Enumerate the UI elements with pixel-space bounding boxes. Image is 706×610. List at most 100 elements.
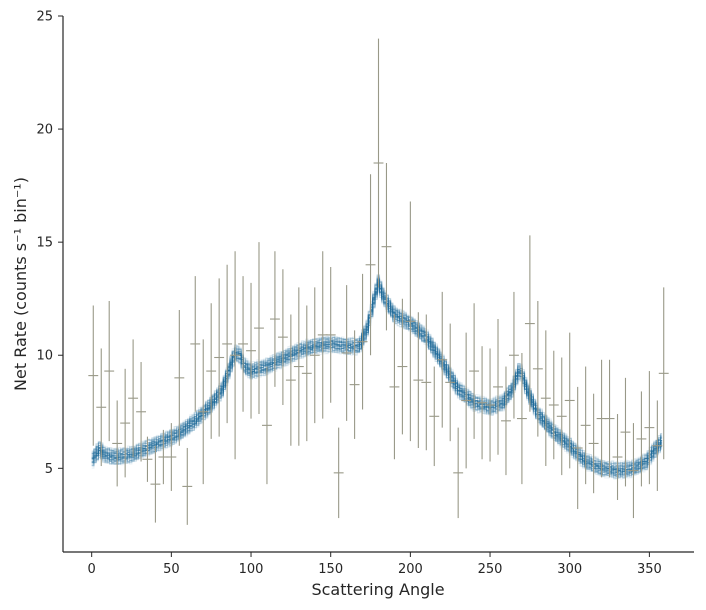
x-axis-ticks: 0 50 100 150 200 250 300 350 bbox=[88, 552, 662, 577]
x-tick-label: 300 bbox=[557, 562, 582, 577]
data-point bbox=[509, 291, 519, 419]
data-point bbox=[588, 393, 599, 494]
model-curve bbox=[91, 283, 663, 472]
data-point bbox=[214, 278, 225, 437]
data-point bbox=[128, 339, 139, 458]
data-point bbox=[182, 447, 193, 525]
data-point bbox=[198, 339, 209, 485]
y-axis-ticks: 5 10 15 20 25 bbox=[36, 10, 63, 477]
model-curve bbox=[91, 278, 663, 468]
model-curve bbox=[91, 285, 663, 476]
data-point bbox=[564, 332, 575, 469]
model-curve bbox=[91, 275, 663, 465]
data-point bbox=[357, 273, 368, 410]
data-point bbox=[658, 287, 669, 460]
data-point bbox=[301, 305, 312, 442]
data-point bbox=[485, 348, 495, 462]
data-point bbox=[142, 436, 153, 482]
data-point bbox=[437, 291, 448, 428]
x-tick-label: 350 bbox=[637, 562, 662, 577]
data-point bbox=[381, 163, 392, 331]
data-point bbox=[333, 427, 344, 519]
data-point bbox=[206, 303, 217, 439]
model-curve bbox=[91, 291, 663, 480]
data-point bbox=[421, 314, 432, 451]
data-point bbox=[612, 414, 623, 500]
data-point bbox=[636, 391, 647, 487]
data-point bbox=[652, 400, 663, 491]
model-curve bbox=[91, 287, 663, 478]
data-point bbox=[341, 285, 352, 421]
data-point bbox=[540, 330, 551, 467]
data-point bbox=[413, 312, 424, 448]
x-tick-label: 250 bbox=[478, 562, 503, 577]
model-curve bbox=[91, 279, 663, 468]
y-axis-label: Net Rate (counts s⁻¹ bin⁻¹) bbox=[11, 177, 30, 391]
data-point bbox=[397, 298, 408, 435]
data-point bbox=[620, 377, 631, 487]
model-curve bbox=[91, 274, 663, 465]
data-point bbox=[166, 423, 177, 491]
model-curve bbox=[91, 286, 663, 477]
data-point bbox=[96, 348, 107, 467]
data-point bbox=[477, 346, 488, 460]
data-point bbox=[516, 352, 527, 485]
data-point bbox=[269, 251, 280, 387]
x-axis-label: Scattering Angle bbox=[311, 580, 444, 599]
model-curve bbox=[91, 280, 663, 470]
x-tick-label: 50 bbox=[163, 562, 180, 577]
x-tick-label: 100 bbox=[239, 562, 264, 577]
x-tick-label: 0 bbox=[88, 562, 96, 577]
data-point bbox=[501, 366, 511, 476]
y-tick-label: 5 bbox=[45, 462, 53, 477]
model-curve bbox=[91, 289, 663, 478]
data-point bbox=[580, 366, 591, 485]
data-point bbox=[277, 269, 288, 405]
data-point bbox=[309, 287, 320, 424]
data-point bbox=[604, 359, 615, 478]
y-tick-label: 15 bbox=[36, 236, 53, 251]
model-curve bbox=[91, 275, 663, 465]
x-tick-label: 200 bbox=[398, 562, 423, 577]
data-point bbox=[246, 282, 256, 419]
data-point bbox=[453, 427, 464, 519]
data-point bbox=[222, 264, 233, 424]
data-point bbox=[429, 366, 440, 467]
model-curve bbox=[91, 276, 663, 467]
data-point bbox=[349, 330, 360, 439]
model-curve bbox=[91, 283, 663, 473]
data-point bbox=[461, 332, 472, 469]
data-point bbox=[120, 368, 131, 478]
y-tick-label: 20 bbox=[36, 123, 53, 138]
model-curve bbox=[91, 288, 663, 476]
data-point bbox=[104, 300, 115, 442]
data-point bbox=[365, 174, 376, 356]
data-point bbox=[556, 357, 567, 476]
data-point bbox=[548, 350, 559, 460]
data-point bbox=[230, 251, 241, 460]
data-point bbox=[88, 305, 99, 446]
data-point bbox=[112, 400, 123, 487]
data-point bbox=[405, 201, 416, 442]
axes: 0 50 100 150 200 250 300 350 5 10 15 20 25 bbox=[36, 10, 694, 577]
model-curve bbox=[91, 278, 663, 469]
model-curve bbox=[91, 283, 663, 472]
y-tick-label: 25 bbox=[36, 10, 53, 25]
data-point bbox=[325, 267, 336, 403]
model-curve bbox=[91, 282, 663, 472]
data-point bbox=[445, 323, 456, 442]
data-point bbox=[532, 300, 543, 437]
data-point bbox=[373, 38, 384, 288]
model-curve bbox=[91, 284, 663, 474]
model-curve bbox=[91, 288, 663, 480]
data-point bbox=[238, 276, 248, 412]
data-point bbox=[389, 314, 400, 460]
model-curve bbox=[91, 286, 663, 476]
model-curve bbox=[91, 279, 663, 470]
model-curve bbox=[91, 291, 663, 480]
data-point bbox=[628, 423, 639, 519]
model-curve bbox=[91, 281, 663, 470]
data-point bbox=[262, 366, 272, 485]
data-point bbox=[493, 319, 503, 455]
